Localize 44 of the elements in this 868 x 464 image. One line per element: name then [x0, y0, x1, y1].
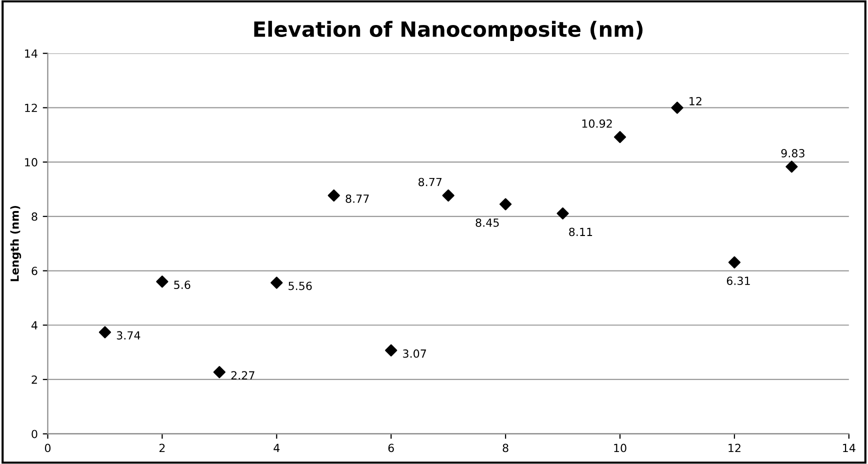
x-tick-label: 10 [614, 444, 626, 452]
point [671, 102, 684, 114]
point [728, 256, 741, 268]
y-axis-title: Length (nm) [10, 206, 22, 282]
text: 2.27 [231, 371, 254, 380]
x-tick-label: 8 [502, 444, 508, 452]
y-tick-label: 4 [31, 321, 38, 330]
text: 5.6 [174, 280, 190, 290]
point [786, 160, 798, 173]
text: 8.77 [346, 194, 369, 203]
text: 5.56 [288, 282, 312, 290]
y-tick-label: 6 [32, 266, 38, 276]
x-tick-label: 4 [274, 444, 280, 452]
point [328, 189, 340, 202]
text: 8.11 [569, 228, 592, 236]
point [556, 207, 569, 220]
text: 9.83 [781, 149, 804, 158]
y-tick-label: 10 [25, 158, 38, 166]
point [270, 276, 283, 289]
point [442, 189, 454, 202]
x-tick-label: 14 [843, 444, 856, 452]
text: 8.77 [418, 178, 442, 186]
text: 6.31 [726, 276, 750, 286]
y-tick-label: 12 [25, 104, 37, 112]
y-tick-label: 14 [25, 49, 38, 58]
point [614, 130, 626, 144]
point [499, 198, 512, 210]
text: 3.74 [116, 331, 140, 340]
point [385, 344, 398, 356]
text: 10.92 [582, 119, 612, 128]
x-tick-label: 6 [388, 444, 394, 452]
x-tick-label: 0 [44, 444, 51, 452]
text: 8.45 [476, 218, 499, 227]
x-tick-label: 12 [728, 444, 740, 452]
point [213, 366, 226, 378]
text: 3.07 [403, 349, 426, 358]
point [98, 326, 112, 338]
point [156, 276, 168, 288]
y-tick-label: 8 [32, 212, 38, 221]
chart-title: Elevation of Nanocomposite (nm) [254, 20, 643, 42]
y-tick-label: 0 [32, 430, 38, 438]
x-tick-label: 2 [159, 444, 165, 452]
text: 12 [690, 96, 702, 106]
y-tick-label: 2 [32, 375, 37, 384]
